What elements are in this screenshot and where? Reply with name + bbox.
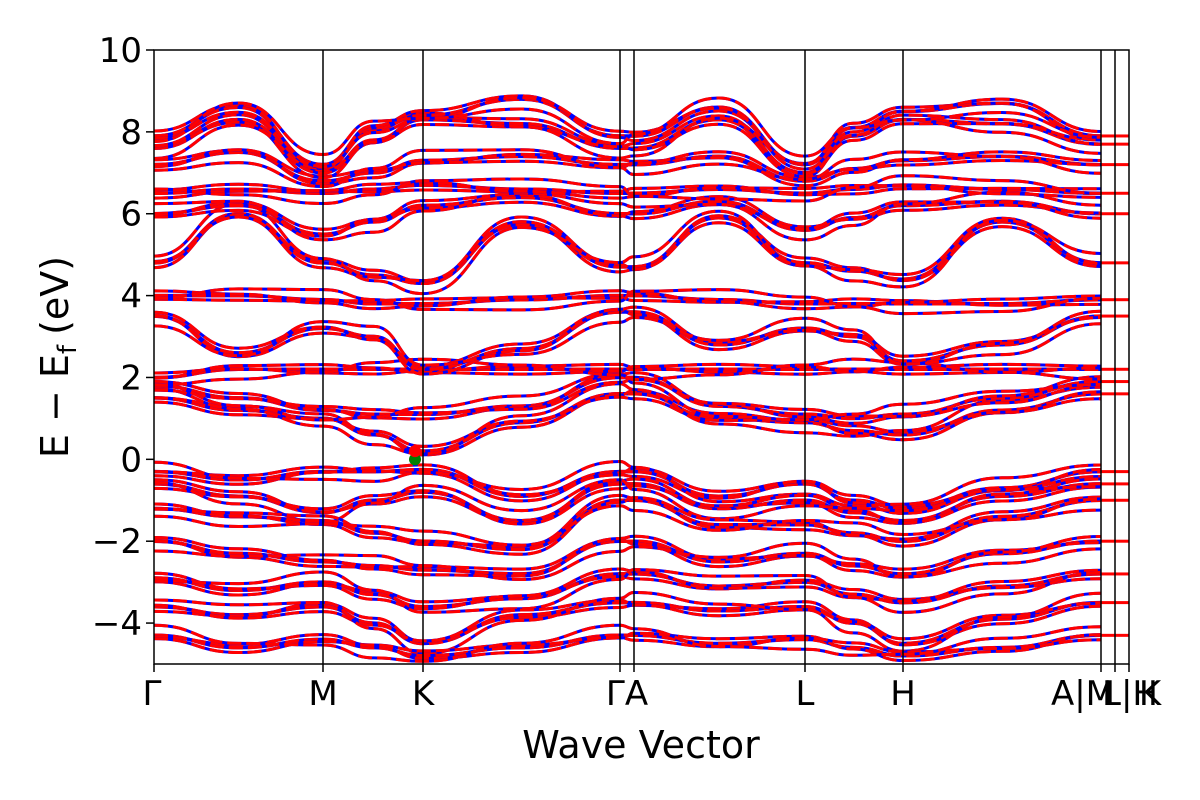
- y-tick-label-7: 10: [99, 31, 142, 71]
- valence-band-2-sub-2-dashed: [154, 504, 1102, 547]
- conduction-band-5-sub-2-dashed: [154, 202, 1102, 296]
- cbm-marker: [409, 445, 421, 458]
- valence-band-6-sub-0-dashed: [154, 631, 1102, 663]
- valence-band-5-sub-1-dashed: [154, 598, 1102, 643]
- valence-band-5-dashed: [154, 600, 1102, 646]
- conduction-band-4-sub-2-dashed: [154, 287, 1102, 316]
- bands-group: [154, 94, 1129, 663]
- y-tick-label-6: 8: [120, 113, 142, 153]
- x-tick-label-6: A|M: [1051, 674, 1115, 714]
- x-axis-label: Wave Vector: [522, 723, 760, 767]
- y-axis-label: E − Ef (eV): [33, 256, 83, 458]
- y-axis-label-subscript: f: [53, 344, 83, 354]
- y-tick-label-4: 4: [120, 277, 142, 317]
- valence-band-2-sub-1-dashed: [154, 496, 1102, 556]
- y-axis-label-main: E − E: [33, 354, 77, 458]
- y-axis-ticks: −4 −2 0 2 4 6 8 10: [92, 31, 154, 644]
- y-tick-label-0: −4: [92, 604, 142, 644]
- plot-frame: [153, 49, 1130, 665]
- x-tick-label-1: M: [308, 674, 337, 714]
- y-axis-label-unit: (eV): [33, 256, 77, 335]
- y-tick-label-2: 0: [120, 440, 142, 480]
- conduction-band-3-sub-2-solid: [154, 315, 1102, 367]
- valence-band-1-sub-1-dashed: [154, 484, 1102, 526]
- x-tick-label-3: ΓA: [606, 674, 648, 714]
- x-tick-label-4: L: [796, 674, 815, 714]
- y-tick-label-5: 6: [120, 195, 142, 235]
- x-tick-label-2: K: [412, 674, 436, 714]
- x-tick-label-7: L|H: [1102, 674, 1158, 714]
- high-symmetry-lines: [322, 50, 1116, 664]
- valence-band-3-sub-1-dashed: [154, 534, 1102, 579]
- valence-band-0-sub-0-dashed: [154, 465, 1102, 515]
- x-tick-label-0: Γ: [143, 674, 162, 714]
- valence-band-2-dashed: [154, 498, 1102, 552]
- y-tick-label-1: −2: [92, 522, 142, 562]
- x-tick-label-8: K: [1139, 674, 1163, 714]
- x-axis-ticks: Γ M K ΓA L H A|ML|HK: [143, 664, 1163, 714]
- band-edge-markers: [409, 445, 421, 466]
- y-tick-label-3: 2: [120, 358, 142, 398]
- x-tick-label-5: H: [890, 674, 916, 714]
